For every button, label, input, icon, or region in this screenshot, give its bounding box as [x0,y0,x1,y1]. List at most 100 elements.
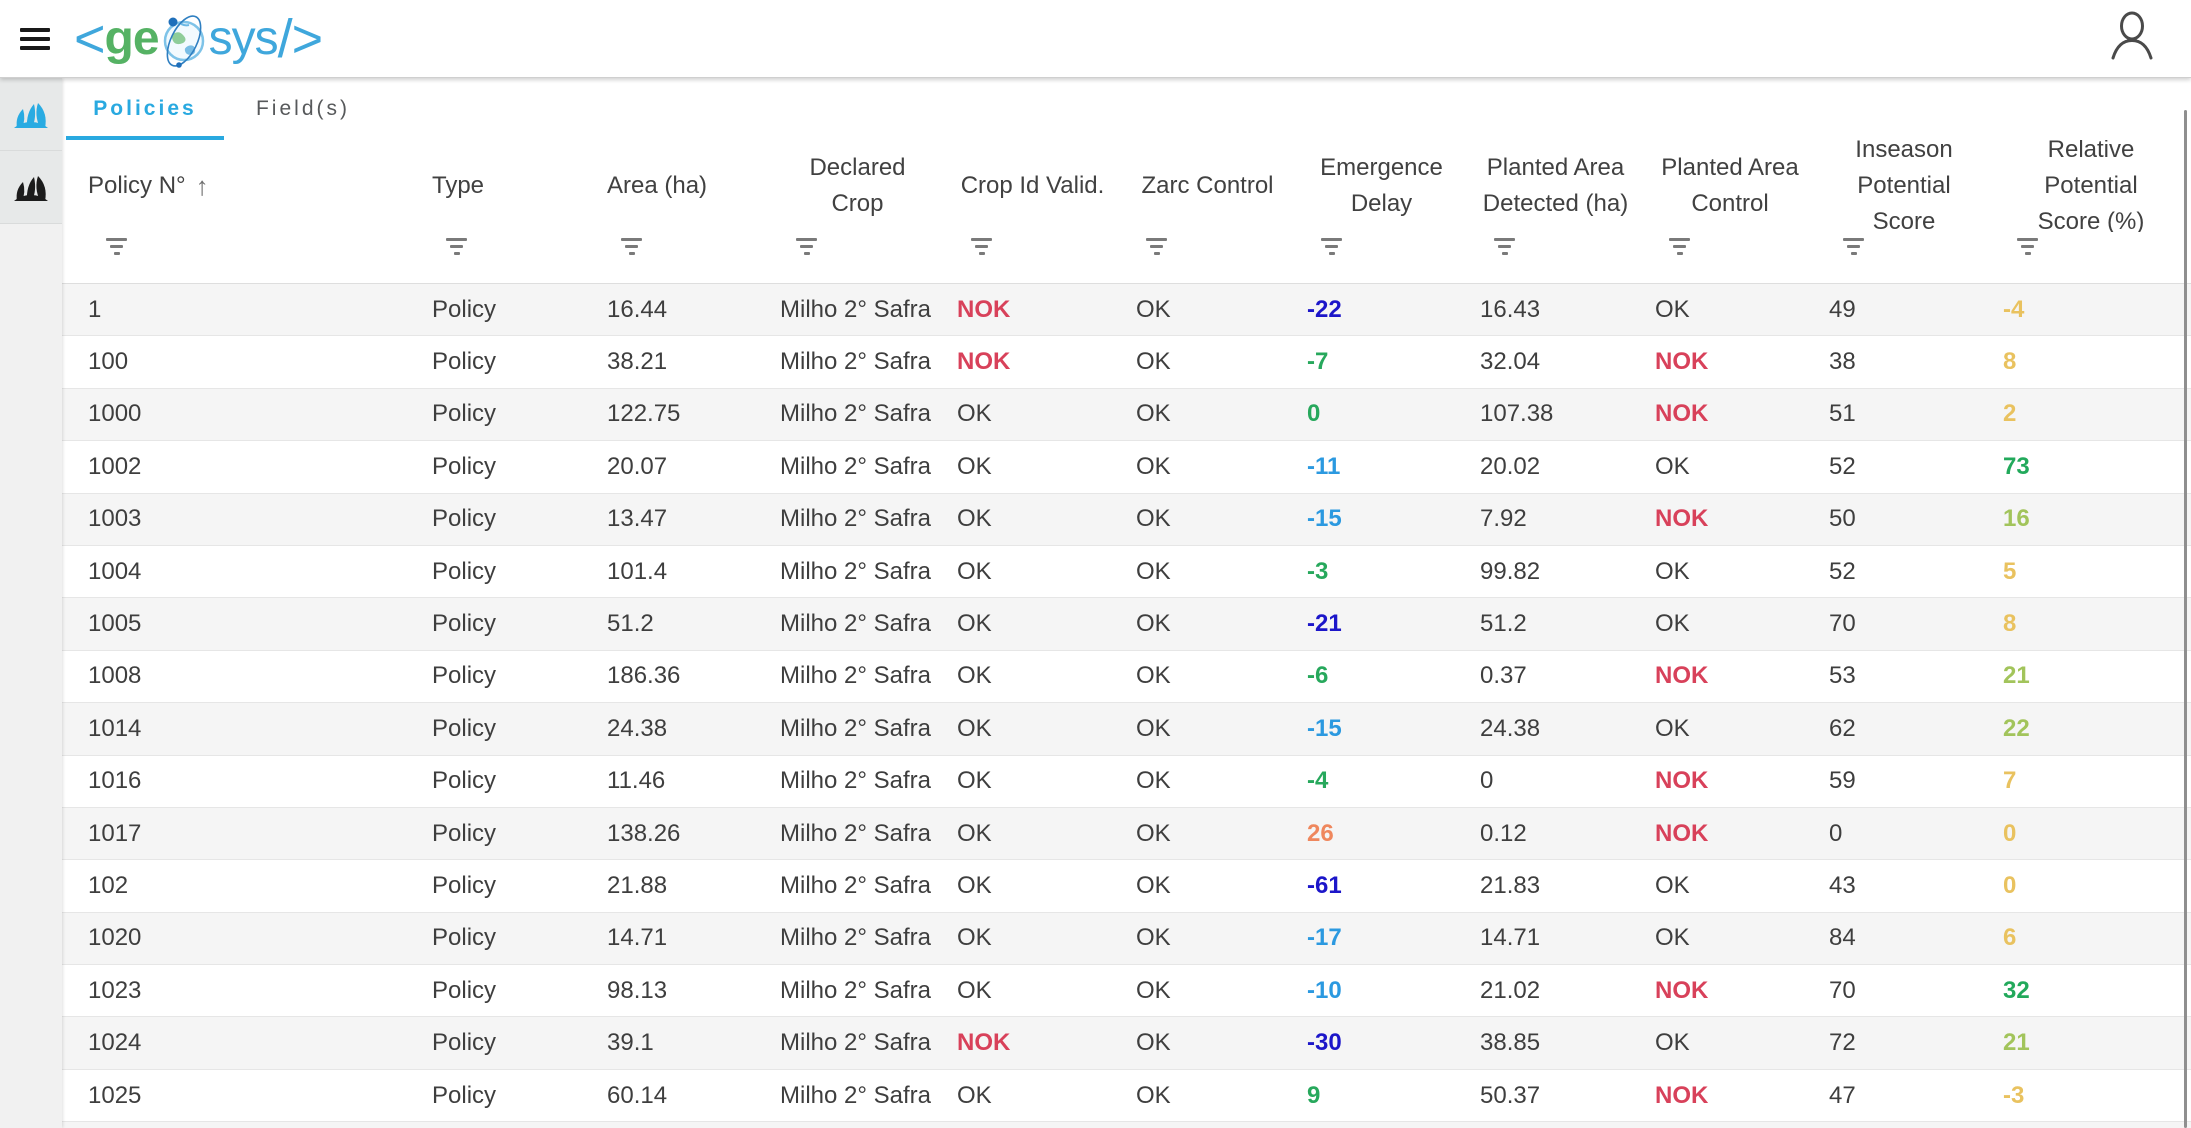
cell-zarc_control: OK [1136,924,1171,952]
cell-policy_no: 1014 [88,714,142,742]
column-header[interactable]: Area (ha) [607,172,708,199]
cell-crop_id_valid: OK [957,767,992,795]
column-header[interactable]: Planted Area Control [1661,154,1799,217]
column-header[interactable]: Zarc Control [1141,172,1274,199]
cell-policy_no: 1024 [88,1029,142,1057]
vertical-scrollbar[interactable] [2184,110,2187,1128]
table-row[interactable]: 100 Policy 38.21 Milho 2° Safra NOK OK -7 32.04… [62,336,2191,389]
column-header[interactable]: Declared Crop [809,154,906,217]
table-row[interactable]: 1017 Policy 138.26 Milho 2° Safra OK OK 26 0.12… [62,807,2191,861]
cell-emergence_delay: -30 [1307,1029,1342,1057]
cell-inseason_potential_score: 59 [1829,767,1856,795]
cell-planted_area_detected_ha: 38.85 [1480,1029,1541,1057]
cell-planted_area_control: OK [1655,295,1690,323]
cell-policy_no: 100 [88,348,129,376]
cell-zarc_control: OK [1136,976,1171,1004]
tab-policies[interactable]: Policies [66,78,224,140]
table-header-row: Policy N° ↑ Type Area (ha) Declared Crop Crop… [62,140,2191,232]
column-header[interactable]: Relative Potential Score (%) [2037,140,2145,232]
cell-declared_crop: Milho 2° Safra [780,976,931,1004]
cell-type: Policy [432,662,497,690]
cell-planted_area_control: OK [1655,610,1690,638]
cell-declared_crop: Milho 2° Safra [780,1029,931,1057]
cell-policy_no: 1 [88,295,102,323]
table-row[interactable]: 1000 Policy 122.75 Milho 2° Safra OK OK 0 107.3… [62,388,2191,442]
cell-declared_crop: Milho 2° Safra [780,1081,931,1109]
column-header[interactable]: Planted Area Detected (ha) [1482,154,1629,217]
cell-type: Policy [432,610,497,638]
cell-emergence_delay: -61 [1307,871,1342,899]
tab-fields[interactable]: Field(s) [255,97,350,120]
filter-icon[interactable] [1841,232,1866,261]
cell-inseason_potential_score: 70 [1829,976,1856,1004]
cell-type: Policy [432,505,497,533]
filter-icon[interactable] [969,232,994,261]
cell-emergence_delay: -3 [1307,557,1329,585]
cell-policy_no: 1003 [88,505,142,533]
table-row[interactable]: 1005 Policy 51.2 Milho 2° Safra OK OK -21 51.2 O… [62,598,2191,651]
cell-area_ha: 21.88 [607,871,668,899]
filter-icon[interactable] [619,232,644,261]
filter-icon[interactable] [794,232,819,261]
cell-planted_area_detected_ha: 0 [1480,767,1494,795]
column-header[interactable]: Policy N° ↑ [62,140,420,232]
cell-planted_area_control: NOK [1655,976,1709,1004]
cell-relative_potential_score: 73 [2003,452,2030,480]
column-header[interactable]: Inseason Potential Score [1855,140,1953,232]
column-filter-cell [770,232,945,283]
filter-icon[interactable] [1319,232,1344,261]
cell-type: Policy [432,924,497,952]
cell-emergence_delay: 26 [1307,819,1334,847]
table-row[interactable]: 1008 Policy 186.36 Milho 2° Safra OK OK -6 0.37… [62,651,2191,704]
cell-relative_potential_score: 8 [2003,610,2017,638]
filter-icon[interactable] [444,232,469,261]
cell-declared_crop: Milho 2° Safra [780,505,931,533]
filter-icon[interactable] [1144,232,1169,261]
hamburger-menu-icon[interactable] [16,17,56,61]
table-row[interactable]: 1014 Policy 24.38 Milho 2° Safra OK OK -15 24.3… [62,703,2191,756]
sidebar-item-crops[interactable] [0,151,62,224]
cell-emergence_delay: 9 [1307,1081,1321,1109]
cell-crop_id_valid: OK [957,714,992,742]
cell-emergence_delay: -21 [1307,610,1342,638]
table-row[interactable]: 1023 Policy 98.13 Milho 2° Safra OK OK -10 21.0… [62,965,2191,1018]
column-header[interactable]: Crop Id Valid. [960,172,1105,199]
cell-emergence_delay: 0 [1307,400,1321,428]
table-row[interactable]: 1002 Policy 20.07 Milho 2° Safra OK OK -11 20.0… [62,441,2191,494]
cell-area_ha: 138.26 [607,819,681,847]
table-row[interactable]: 102 Policy 21.88 Milho 2° Safra OK OK -61 21.83… [62,860,2191,913]
table-row[interactable]: 1016 Policy 11.46 Milho 2° Safra OK OK -4 0 NOK 5… [62,756,2191,808]
user-profile-button[interactable] [2103,7,2161,70]
column-header[interactable]: Type [432,172,485,199]
column-filter-cell [1295,232,1468,283]
filter-icon[interactable] [1667,232,1692,261]
cell-relative_potential_score: 7 [2003,767,2017,795]
table-row[interactable]: 1003 Policy 13.47 Milho 2° Safra OK OK -15 7.92… [62,493,2191,546]
cell-relative_potential_score: 0 [2003,819,2017,847]
cell-type: Policy [432,400,497,428]
table-row[interactable]: 1004 Policy 101.4 Milho 2° Safra OK OK -3 99.82… [62,546,2191,599]
table-row[interactable]: 1024 Policy 39.1 Milho 2° Safra NOK OK -30 38.8… [62,1017,2191,1070]
cell-relative_potential_score: -3 [2003,1081,2025,1109]
cell-relative_potential_score: 22 [2003,714,2030,742]
cell-relative_potential_score: 21 [2003,662,2030,690]
column-header[interactable]: Emergence Delay [1320,154,1443,217]
table-row[interactable]: 1020 Policy 14.71 Milho 2° Safra OK OK -17 14.7… [62,912,2191,966]
table-row[interactable]: 1025 Policy 60.14 Milho 2° Safra OK OK 9 50.37 N… [62,1070,2191,1123]
globe-orbit-icon [163,14,204,68]
cell-zarc_control: OK [1136,557,1171,585]
sidebar-item-policies-active[interactable] [0,78,62,151]
filter-icon[interactable] [1492,232,1517,261]
table-row[interactable]: 1 Policy 16.44 Milho 2° Safra NOK OK -22 16.43 O… [62,284,2191,337]
cell-area_ha: 39.1 [607,1029,654,1057]
cell-declared_crop: Milho 2° Safra [780,610,931,638]
table-row-partial [62,1122,2191,1128]
filter-icon[interactable] [104,232,129,261]
cell-planted_area_detected_ha: 0.37 [1480,662,1527,690]
cell-crop_id_valid: OK [957,557,992,585]
cell-crop_id_valid: OK [957,1081,992,1109]
cell-type: Policy [432,819,497,847]
cell-relative_potential_score: 8 [2003,348,2017,376]
filter-icon[interactable] [2015,232,2040,261]
cell-area_ha: 98.13 [607,976,668,1004]
